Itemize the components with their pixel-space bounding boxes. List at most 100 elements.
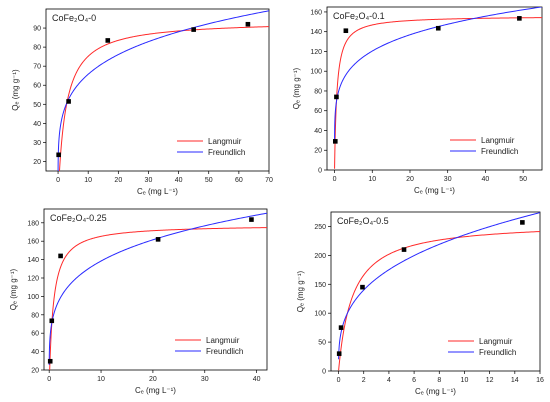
- y-tick-label: 40: [31, 349, 39, 356]
- x-tick-label: 20: [114, 177, 122, 184]
- legend-label: Freundlich: [206, 347, 243, 356]
- data-point: [66, 99, 71, 104]
- x-tick-label: 4: [387, 377, 391, 384]
- y-tick-label: 70: [33, 64, 41, 71]
- legend-label: Langmuir: [206, 336, 240, 345]
- x-tick-label: 2: [362, 377, 366, 384]
- x-tick-label: 10: [368, 176, 376, 183]
- x-tick-label: 50: [519, 176, 527, 183]
- chart-panel-1: 0 10 20 30 40 50 60 70 20 30 40 50 60 70 80 90 CoFe₂O₄-0…: [11, 8, 273, 196]
- x-tick-label: 30: [145, 177, 153, 184]
- data-point: [435, 25, 441, 31]
- y-tick-label: 120: [27, 276, 39, 283]
- data-point: [332, 139, 338, 144]
- chart-title: CoFe₂O₄-0.25: [50, 213, 107, 223]
- y-tick-label: 160: [27, 239, 39, 246]
- y-tick-label: 20: [31, 368, 39, 375]
- data-point: [249, 217, 254, 222]
- chart-panel-4: 0 2 4 6 8 10 12 14 16 0 50 100 150 200 250 CoFe₂O₄-0.5 C…: [296, 211, 544, 396]
- x-tick-label: 0: [56, 177, 60, 184]
- x-tick-label: 60: [235, 177, 243, 184]
- x-tick-label: 12: [486, 377, 494, 384]
- y-tick-label: 20: [314, 148, 322, 155]
- x-tick-label: 50: [205, 177, 213, 184]
- y-axis-label: Qₑ (mg g⁻¹): [9, 268, 18, 310]
- data-point: [105, 38, 111, 43]
- x-axis-label: Cₑ (mg L⁻¹): [414, 186, 455, 195]
- chart-panel-3: 0 10 20 30 40 20 40 60 80 100 120 140 160 180 CoFe₂O₄-…: [9, 208, 268, 395]
- x-tick-label: 10: [97, 376, 105, 383]
- freundlich-fit-curve: [57, 10, 269, 171]
- y-tick-label: 120: [310, 49, 322, 56]
- x-tick-label: 10: [461, 377, 469, 384]
- x-tick-label: 30: [201, 376, 209, 383]
- legend-label: Freundlich: [479, 348, 516, 357]
- y-tick-label: 60: [33, 83, 41, 90]
- data-point: [517, 16, 522, 21]
- y-tick-label: 200: [314, 253, 326, 260]
- y-tick-label: 60: [314, 108, 322, 115]
- y-tick-label: 160: [310, 9, 322, 16]
- y-tick-label: 180: [27, 220, 39, 227]
- y-tick-label: 250: [314, 224, 326, 231]
- y-tick-label: 140: [27, 257, 39, 264]
- data-point: [155, 237, 161, 242]
- y-tick-label: 90: [33, 26, 41, 33]
- x-tick-label: 8: [437, 377, 441, 384]
- y-tick-label: 0: [322, 369, 326, 376]
- x-tick-label: 20: [149, 376, 157, 383]
- data-point: [58, 253, 63, 259]
- y-tick-label: 80: [33, 45, 41, 52]
- y-tick-label: 100: [27, 294, 39, 301]
- langmuir-fit-curve: [58, 26, 269, 171]
- x-tick-label: 10: [84, 177, 92, 184]
- y-tick-label: 50: [318, 340, 326, 347]
- langmuir-fit-curve: [49, 227, 267, 370]
- chart-title: CoFe₂O₄-0: [52, 13, 96, 23]
- x-axis-label: Cₑ (mg L⁻¹): [137, 187, 178, 196]
- y-tick-label: 50: [33, 102, 41, 109]
- x-tick-label: 14: [511, 377, 519, 384]
- y-tick-label: 80: [31, 312, 39, 319]
- data-point: [343, 28, 349, 34]
- x-tick-label: 40: [482, 176, 490, 183]
- y-tick-label: 100: [314, 311, 326, 318]
- data-point: [360, 284, 365, 290]
- legend-label: Freundlich: [208, 148, 245, 157]
- legend-label: Langmuir: [481, 136, 515, 145]
- chart-title: CoFe₂O₄-0.5: [337, 216, 389, 226]
- y-tick-label: 20: [33, 159, 41, 166]
- freundlich-fit-curve: [334, 7, 542, 141]
- y-axis-label: Qₑ (mg g⁻¹): [292, 67, 301, 109]
- data-point: [56, 152, 61, 158]
- data-point: [191, 27, 196, 32]
- y-tick-label: 80: [314, 88, 322, 95]
- plot-frame: [330, 211, 541, 372]
- plot-frame: [43, 208, 268, 371]
- y-tick-label: 100: [310, 69, 322, 76]
- x-tick-label: 6: [412, 377, 416, 384]
- data-point: [245, 21, 251, 27]
- plot-frame: [326, 6, 543, 171]
- data-point: [47, 358, 53, 364]
- y-tick-label: 60: [31, 331, 39, 338]
- y-axis-label: Qₑ (mg g⁻¹): [296, 270, 305, 312]
- legend-label: Langmuir: [208, 137, 242, 146]
- freundlich-fit-curve: [48, 212, 267, 365]
- y-tick-label: 0: [318, 168, 322, 175]
- y-axis-label: Qₑ (mg g⁻¹): [11, 69, 20, 111]
- x-tick-label: 16: [536, 377, 544, 384]
- plot-frame: [45, 8, 270, 172]
- data-point: [336, 351, 342, 356]
- data-point: [334, 94, 339, 100]
- x-tick-label: 30: [444, 176, 452, 183]
- x-axis-label: Cₑ (mg L⁻¹): [415, 387, 456, 396]
- y-tick-label: 150: [314, 282, 326, 289]
- data-point: [520, 220, 525, 225]
- legend-label: Freundlich: [481, 147, 518, 156]
- data-point: [338, 325, 344, 330]
- chart-panel-2: 0 10 20 30 40 50 0 20 40 60 80 100 120 140 160 CoFe₂O₄-…: [292, 6, 543, 195]
- legend-label: Langmuir: [479, 337, 513, 346]
- x-tick-label: 0: [47, 376, 51, 383]
